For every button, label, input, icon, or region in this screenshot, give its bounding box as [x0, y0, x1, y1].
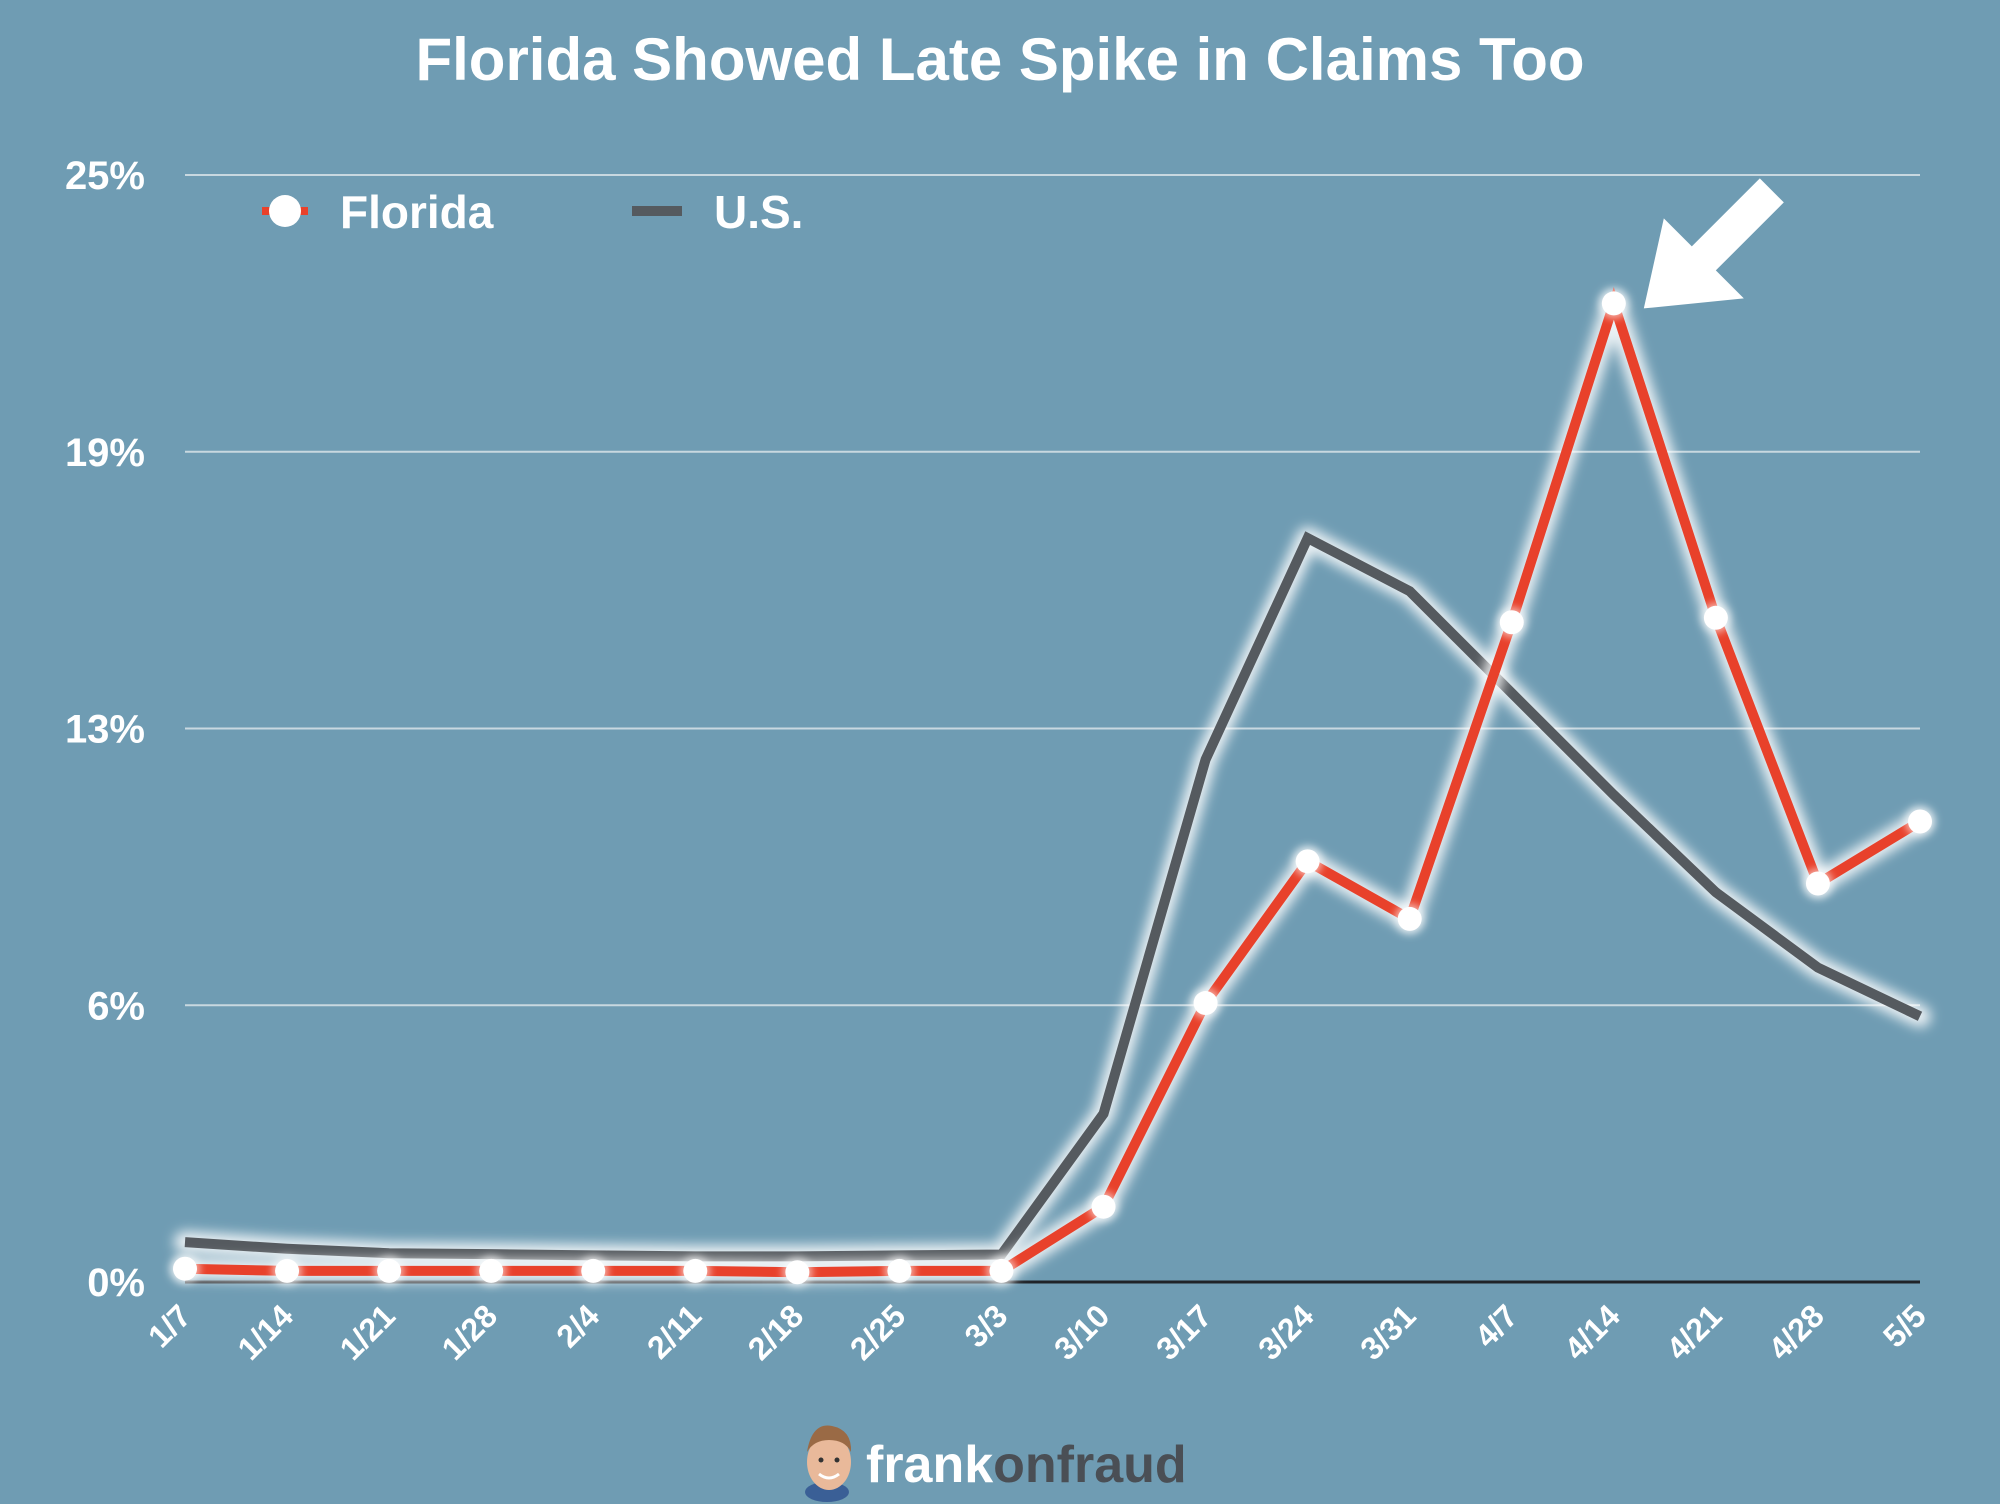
x-tick-label: 5/5 [1876, 1297, 1933, 1354]
data-point-florida [479, 1258, 504, 1283]
x-tick-label: 1/14 [231, 1297, 301, 1367]
y-tick-label: 25% [65, 154, 145, 198]
legend-florida-label: Florida [340, 186, 494, 238]
x-tick-label: 2/11 [640, 1297, 708, 1365]
data-point-florida [581, 1258, 606, 1283]
brand-part1: frank [866, 1436, 993, 1494]
x-tick-label: 1/7 [141, 1297, 198, 1354]
x-tick-label: 3/17 [1149, 1297, 1218, 1366]
x-tick-label: 2/4 [549, 1297, 606, 1354]
data-point-florida [683, 1258, 708, 1283]
x-tick-label: 2/18 [741, 1297, 810, 1366]
data-point-florida [1908, 809, 1932, 834]
x-tick-label: 3/24 [1251, 1297, 1321, 1367]
avatar [805, 1425, 852, 1502]
x-tick-label: 3/31 [1353, 1297, 1422, 1366]
data-point-florida [1295, 849, 1320, 874]
legend-florida-marker [269, 195, 301, 227]
data-point-florida [1193, 991, 1218, 1016]
data-point-florida [377, 1258, 402, 1283]
chart-title: Florida Showed Late Spike in Claims Too [415, 26, 1584, 93]
x-tick-label: 1/28 [435, 1297, 504, 1366]
data-point-florida [1091, 1194, 1116, 1219]
data-point-florida [1601, 291, 1626, 316]
x-axis-ticks: 1/7 1/14 1/21 1/28 2/4 2/11 2/18 2/25 3/3 3/10 3/1… [141, 1297, 1933, 1367]
series-line-1 [184, 531, 1923, 1262]
data-point-florida [1499, 610, 1524, 635]
data-point-florida [1397, 906, 1422, 931]
x-tick-label: 2/25 [843, 1297, 912, 1366]
series-line-0 [184, 287, 1923, 1278]
x-tick-label: 1/21 [333, 1297, 402, 1366]
x-tick-label: 4/14 [1557, 1297, 1627, 1367]
x-tick-label: 3/10 [1047, 1297, 1116, 1366]
data-point-florida [1805, 871, 1830, 896]
y-axis-ticks: 0% 6% 13% 19% 25% [65, 154, 145, 1305]
data-point-florida [173, 1256, 197, 1281]
y-tick-label: 19% [65, 431, 145, 475]
x-tick-label: 4/28 [1761, 1297, 1830, 1366]
data-point-florida [785, 1260, 810, 1285]
annotation-arrow [1643, 178, 1784, 309]
legend-us-label: U.S. [714, 186, 803, 238]
data-point-florida [275, 1258, 300, 1283]
branding-logo: frankonfraud [805, 1425, 1187, 1502]
arrow-icon [1643, 178, 1784, 309]
data-point-florida [989, 1258, 1014, 1283]
y-tick-label: 13% [65, 708, 145, 752]
svg-text:frankonfraud: frankonfraud [866, 1436, 1187, 1494]
x-tick-label: 4/21 [1659, 1297, 1728, 1366]
gridlines [185, 174, 1920, 1007]
y-tick-label: 0% [87, 1261, 145, 1305]
brand-part2: onfraud [993, 1436, 1187, 1494]
x-tick-label: 3/3 [958, 1297, 1015, 1354]
data-point-florida [887, 1258, 912, 1283]
y-tick-label: 6% [87, 984, 145, 1028]
series-glow-1 [174, 527, 1931, 1268]
data-point-florida [1703, 605, 1728, 630]
legend: Florida U.S. [262, 186, 803, 238]
series-layer [170, 287, 1935, 1288]
x-tick-label: 4/7 [1468, 1297, 1525, 1354]
